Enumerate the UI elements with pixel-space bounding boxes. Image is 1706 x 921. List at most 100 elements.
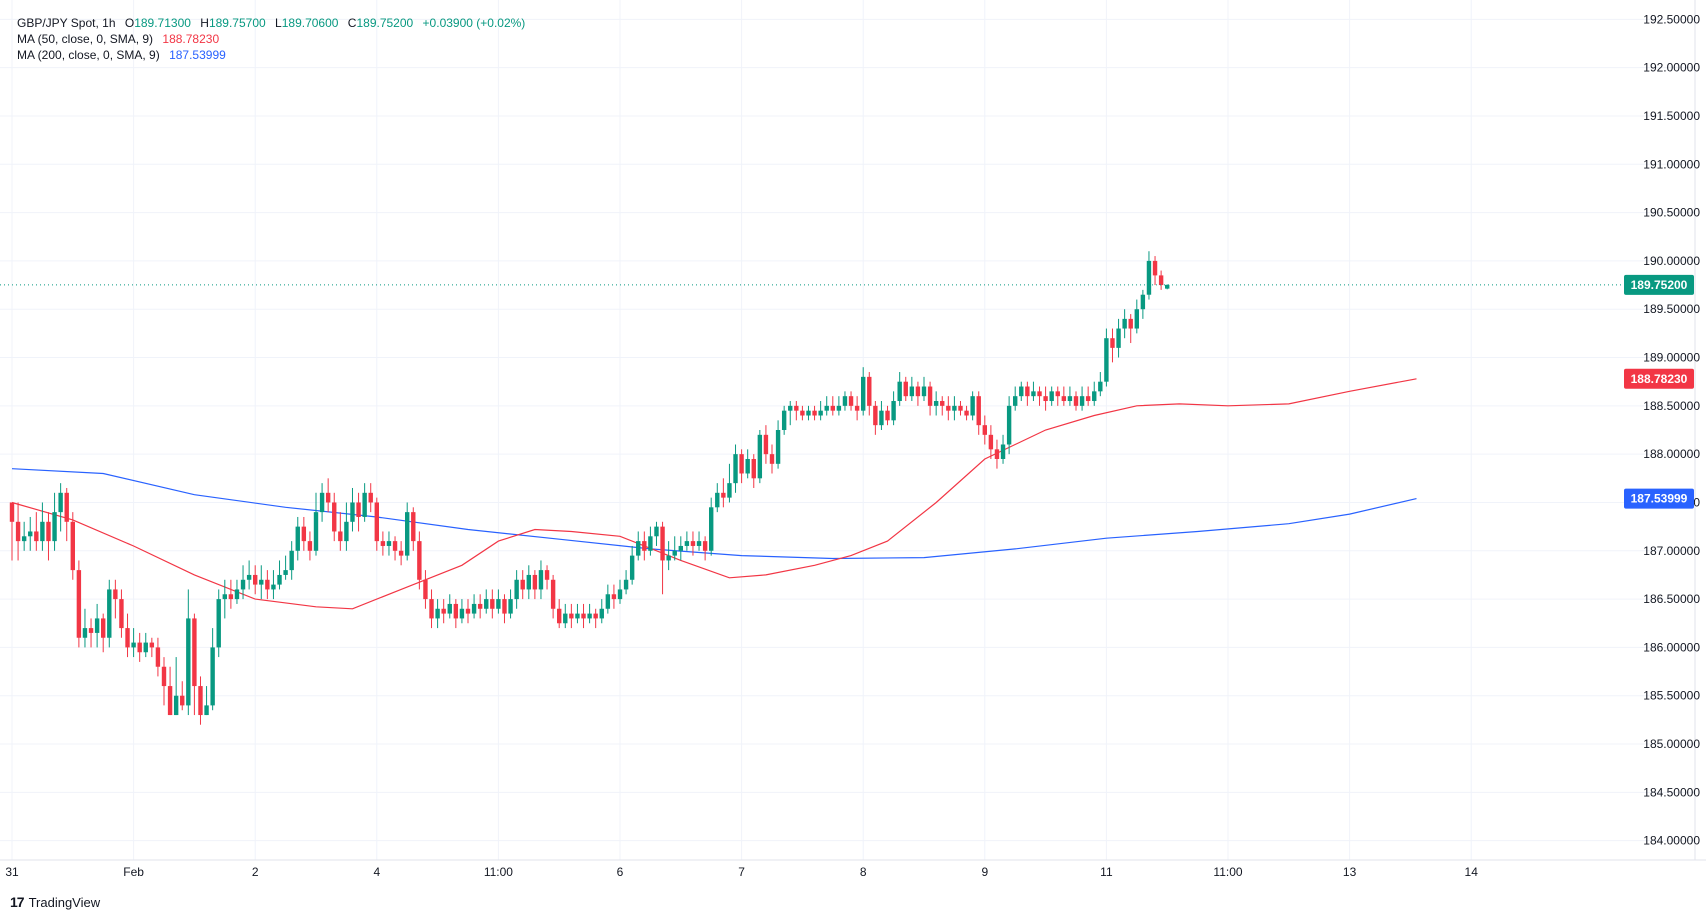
candle-body xyxy=(727,483,732,498)
candle-body xyxy=(587,613,592,619)
tradingview-name: TradingView xyxy=(28,894,101,910)
candle-body xyxy=(271,584,276,590)
candle-body xyxy=(964,410,969,416)
x-tick-label: 8 xyxy=(860,865,867,879)
candle-body xyxy=(1122,318,1127,329)
chart-grid xyxy=(0,0,1695,860)
x-tick-label: 2 xyxy=(252,865,259,879)
legend-symbol-row: GBP/JPY Spot, 1h O189.71300 H189.75700 L… xyxy=(17,15,525,31)
ma50-price-tag-bg xyxy=(1624,368,1694,389)
candle-body xyxy=(581,613,586,619)
y-tick-label: 189.00000 xyxy=(1643,351,1700,365)
last-price-tag-bg xyxy=(1624,274,1694,295)
x-tick-label: 11:00 xyxy=(484,865,513,879)
y-tick-label: 186.00000 xyxy=(1643,640,1700,654)
y-tick-label: 188.50000 xyxy=(1643,399,1700,413)
legend-close: 189.75200 xyxy=(356,16,414,30)
candle-body xyxy=(40,521,45,542)
candle-body xyxy=(994,449,1000,459)
candle-body xyxy=(52,512,57,542)
candle-body xyxy=(702,541,708,551)
candle-body xyxy=(70,521,75,571)
y-tick-label: 190.00000 xyxy=(1643,254,1700,268)
candle-body xyxy=(173,695,179,716)
candle-body xyxy=(654,526,659,537)
legend-ma50-row: MA (50, close, 0, SMA, 9) 188.78230 xyxy=(17,31,525,47)
candle-body xyxy=(21,536,27,542)
candle-body xyxy=(775,430,781,464)
candle-body xyxy=(976,396,981,426)
legend-high: 189.75700 xyxy=(208,16,266,30)
x-tick-label: 9 xyxy=(981,865,988,879)
candle-body xyxy=(678,545,683,551)
candle-body xyxy=(854,405,860,411)
candle-body xyxy=(970,396,975,416)
candle-body xyxy=(642,541,647,551)
candle-body xyxy=(1092,391,1097,402)
candle-body xyxy=(289,550,294,571)
candle-body xyxy=(940,401,945,406)
candle-body xyxy=(161,666,167,687)
candle-body xyxy=(447,603,452,614)
candle-body xyxy=(1043,396,1048,402)
candle-body xyxy=(392,541,398,551)
x-tick-label: 14 xyxy=(1465,865,1479,879)
candle-body xyxy=(1006,405,1012,445)
candle-body xyxy=(769,454,775,464)
candle-body xyxy=(411,512,416,542)
candle-body xyxy=(1013,396,1018,406)
candle-body xyxy=(1073,396,1079,406)
legend-low: 189.70600 xyxy=(281,16,339,30)
candle-body xyxy=(709,507,714,551)
candle-body xyxy=(76,570,82,638)
legend-high-label: H xyxy=(200,16,209,30)
legend-low-label: L xyxy=(275,16,282,30)
candle-body xyxy=(544,570,550,580)
candle-body xyxy=(1061,396,1067,402)
candle-body xyxy=(1085,396,1091,402)
candle-body xyxy=(34,531,39,542)
tradingview-brand[interactable]: 17 TradingView xyxy=(10,894,100,910)
candle-body xyxy=(605,594,611,609)
candle-body xyxy=(1134,309,1139,329)
candle-body xyxy=(599,608,604,619)
candle-body xyxy=(374,502,379,542)
ma50-line xyxy=(11,378,1417,610)
candle-body xyxy=(459,608,465,619)
candle-body xyxy=(332,502,337,532)
candle-body xyxy=(1128,318,1133,329)
candle-body xyxy=(1116,328,1121,348)
candle-body xyxy=(386,541,392,546)
candle-body xyxy=(812,410,817,416)
candle-body xyxy=(246,574,252,580)
candle-body xyxy=(429,599,434,619)
candle-body xyxy=(344,521,349,542)
candle-body xyxy=(259,579,264,585)
candle-body xyxy=(885,410,890,421)
candle-body xyxy=(167,686,173,716)
candle-body xyxy=(155,647,161,667)
candle-body xyxy=(763,434,769,455)
candle-body xyxy=(909,386,915,397)
candle-body xyxy=(745,458,750,474)
candle-body xyxy=(465,608,471,614)
candle-body xyxy=(927,386,933,406)
y-tick-label: 190.50000 xyxy=(1643,206,1700,220)
legend-close-label: C xyxy=(347,16,357,30)
candle-body xyxy=(781,410,787,430)
candle-body xyxy=(265,579,270,590)
candle-body xyxy=(441,608,446,614)
candle-body xyxy=(794,405,799,411)
candle-body xyxy=(836,405,842,411)
candle-body xyxy=(538,570,544,590)
candle-body xyxy=(690,541,696,546)
candle-body xyxy=(338,531,343,542)
x-tick-label: 11:00 xyxy=(1213,865,1242,879)
candle-body xyxy=(143,642,148,653)
candle-body xyxy=(277,574,282,585)
candle-body xyxy=(818,410,823,416)
candle-body xyxy=(477,603,483,609)
candle-body xyxy=(1140,294,1146,310)
candle-body xyxy=(484,599,489,609)
